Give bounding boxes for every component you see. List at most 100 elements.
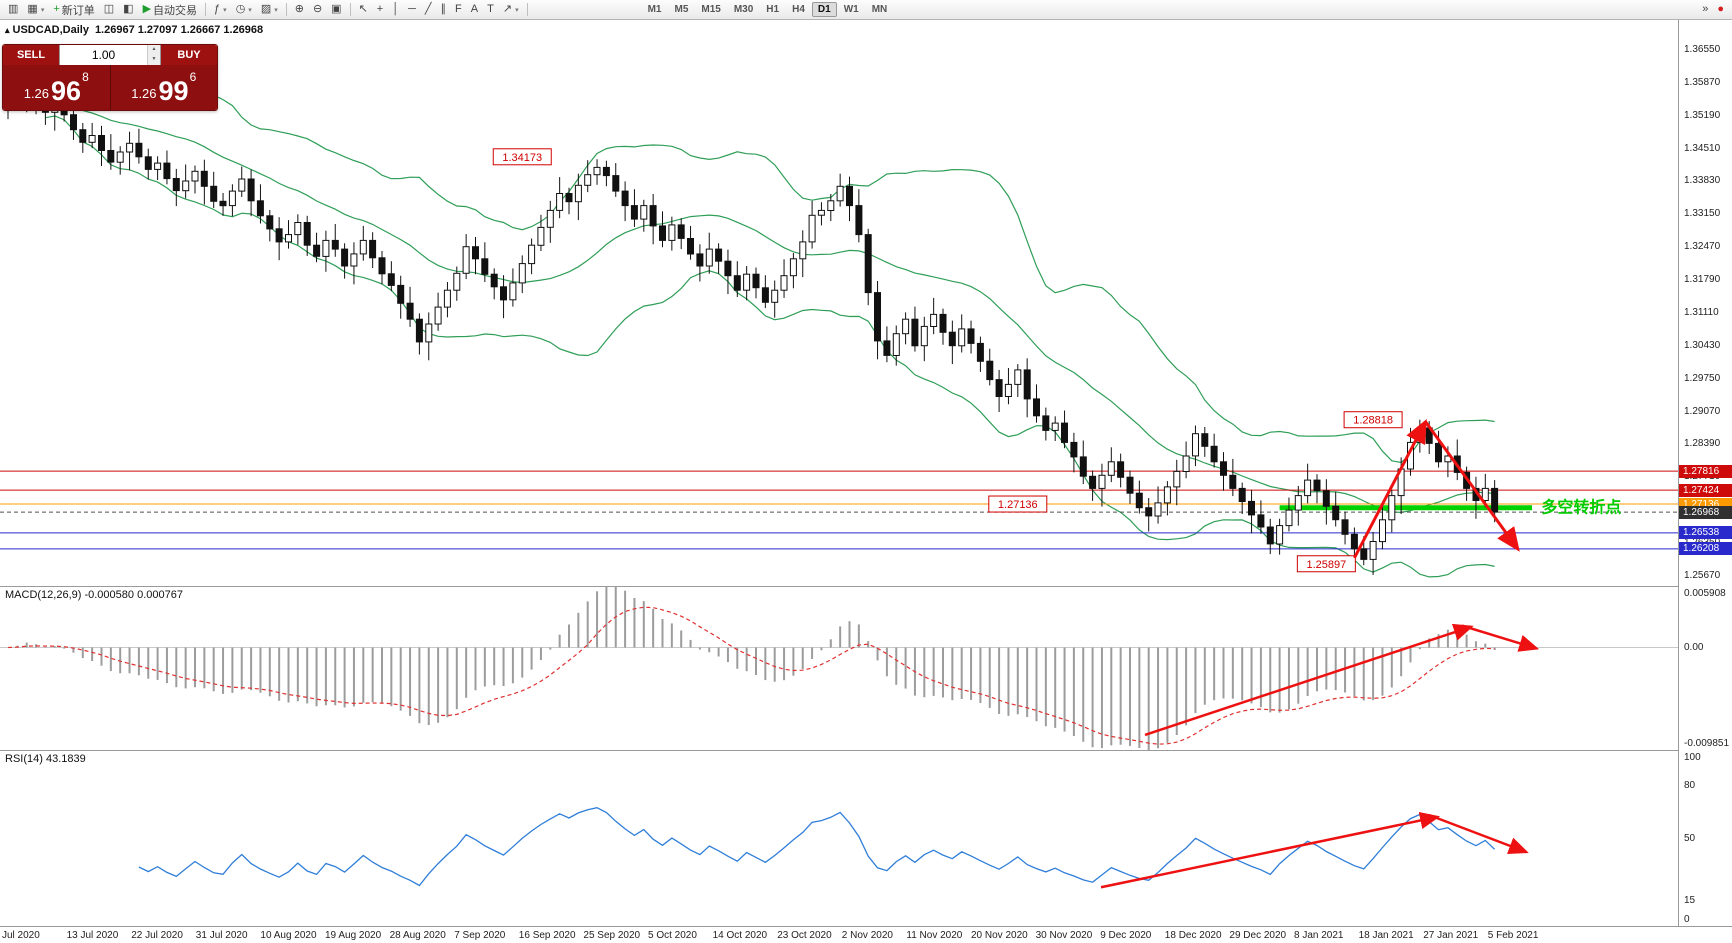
- periods-button[interactable]: ◷ ▾: [232, 0, 256, 19]
- macd-trend-arrow[interactable]: [1461, 624, 1540, 652]
- time-scale[interactable]: Jul 2020 13 Jul 2020 22 Jul 2020 31 Jul 202…: [0, 926, 1732, 943]
- timeframe-d1-button[interactable]: D1: [811, 2, 837, 17]
- volume-increase-button[interactable]: ▲: [148, 45, 160, 55]
- trend-arrow[interactable]: [1353, 419, 1427, 559]
- chart-symbol-header: ▴ USDCAD,Daily 1.26967 1.27097 1.26667 1.2…: [5, 24, 263, 36]
- sell-button[interactable]: SELL: [3, 45, 59, 65]
- new-order-button-label: 新订单: [61, 4, 95, 17]
- price-scale-label: 1.31790: [1684, 274, 1721, 286]
- timeframe-m5-button[interactable]: M5: [674, 4, 689, 15]
- crosshair-button[interactable]: +: [373, 0, 387, 19]
- volume-input[interactable]: [60, 45, 147, 65]
- sell-price-button[interactable]: 1.26 96 8: [3, 65, 111, 110]
- channel-button[interactable]: ∥: [437, 0, 451, 19]
- buy-price-prefix: 1.26: [131, 86, 157, 101]
- timeframe-h1-button[interactable]: H1: [766, 4, 780, 15]
- time-scale-label: 18 Dec 2020: [1164, 930, 1222, 941]
- rsi-indicator-label: RSI(14) 43.1839: [5, 753, 86, 765]
- time-scale-label: 19 Aug 2020: [325, 930, 382, 941]
- price-tag-1.27816: 1.27816: [1679, 464, 1732, 478]
- price-scale-label: 1.29750: [1684, 372, 1721, 384]
- profiles-button[interactable]: ▦ ▾: [23, 0, 48, 19]
- time-scale-label: 16 Sep 2020: [518, 930, 576, 941]
- svg-text:1.28818: 1.28818: [1353, 415, 1393, 427]
- price-annotation[interactable]: 1.27136: [988, 495, 1048, 513]
- time-scale-label: 11 Nov 2020: [906, 930, 963, 941]
- toolbar: ▥ ▦ ▾ + 新订单 ◫ ◧ ▶ 自动交易 ƒ ▾ ◷ ▾ ▨ ▾ ⊕ ⊖ ▣ ↖ + │ ─ ╱ ∥ F A T ↗ ▾ M1 M5 M1…: [0, 0, 1732, 20]
- new-order-button[interactable]: + 新订单: [49, 0, 98, 19]
- tile-windows-icon: ▣: [331, 3, 342, 15]
- navigator-button[interactable]: ◧: [119, 0, 137, 19]
- macd-trend-arrow[interactable]: [1144, 623, 1474, 737]
- autotrading-button[interactable]: ▶ 自动交易: [139, 0, 201, 19]
- rsi-trend-arrow[interactable]: [1100, 811, 1441, 889]
- time-scale-label: 2 Nov 2020: [841, 930, 893, 941]
- indicators-button[interactable]: ƒ ▾: [210, 0, 231, 19]
- timeframe-m15-button[interactable]: M15: [701, 4, 721, 15]
- rsi-trend-arrow[interactable]: [1428, 813, 1529, 855]
- vertical-line-button[interactable]: │: [388, 0, 403, 19]
- rsi-scale-label: 100: [1684, 752, 1701, 763]
- volume-field: ▲ ▼: [59, 45, 161, 65]
- indicators-icon: ƒ: [214, 3, 221, 15]
- price-annotation[interactable]: 1.28818: [1343, 411, 1403, 429]
- text-label-icon: T: [487, 3, 494, 15]
- svg-text:1.25897: 1.25897: [1306, 559, 1346, 571]
- timeframe-h4-button[interactable]: H4: [792, 4, 805, 15]
- buy-price-button[interactable]: 1.26 99 6: [110, 65, 217, 110]
- price-annotation[interactable]: 1.34173: [492, 148, 552, 166]
- cursor-button[interactable]: ↖: [355, 0, 372, 19]
- broker-status-icon[interactable]: ●: [1713, 0, 1728, 19]
- price-scale[interactable]: 1.36550 1.35870 1.35190 1.34510 1.33830 1.331…: [1678, 20, 1732, 926]
- profiles-icon: ▦: [27, 3, 38, 15]
- new-chart-button[interactable]: ▥: [4, 0, 22, 19]
- trendline-button[interactable]: ╱: [421, 0, 436, 19]
- time-scale-label: 31 Jul 2020: [195, 930, 248, 941]
- price-tag-1.26538: 1.26538: [1679, 526, 1732, 540]
- time-scale-label: 27 Jan 2021: [1423, 930, 1479, 941]
- scroll-to-end-button[interactable]: »: [1698, 0, 1712, 19]
- horizontal-line-button[interactable]: ─: [404, 0, 420, 19]
- chevron-down-icon: ▾: [223, 6, 227, 14]
- timeframe-m1-button[interactable]: M1: [647, 4, 662, 15]
- time-scale-label: 7 Sep 2020: [454, 930, 506, 941]
- autotrading-icon: ▶: [142, 3, 152, 15]
- text-button[interactable]: A: [467, 0, 482, 19]
- horizontal-line-icon: ─: [408, 3, 416, 15]
- price-scale-label: 1.30430: [1684, 339, 1721, 351]
- autotrading-button-label: 自动交易: [153, 4, 198, 17]
- candles: [4, 73, 1499, 575]
- volume-decrease-button[interactable]: ▼: [148, 55, 160, 65]
- buy-button[interactable]: BUY: [161, 45, 217, 65]
- chart-window-button[interactable]: ◫: [100, 0, 118, 19]
- trend-arrow[interactable]: [1424, 420, 1520, 552]
- sell-price-prefix: 1.26: [23, 86, 50, 101]
- zoom-in-icon: ⊕: [294, 3, 304, 15]
- text-label-button[interactable]: T: [483, 0, 498, 19]
- broker-status-icon-icon: ●: [1717, 3, 1724, 15]
- timeframe-w1-button[interactable]: W1: [843, 4, 859, 15]
- time-scale-label: 25 Sep 2020: [583, 930, 641, 941]
- price-annotation[interactable]: 1.25897: [1296, 555, 1356, 573]
- timeframes-group: M1 M5 M15 M30 H1 H4 D1 W1 MN: [642, 2, 894, 17]
- arrows-button[interactable]: ↗ ▾: [499, 0, 523, 19]
- templates-button[interactable]: ▨ ▾: [257, 0, 282, 19]
- chart-window-icon: ◫: [103, 3, 115, 15]
- time-scale-label: 30 Nov 2020: [1035, 930, 1093, 941]
- timeframe-mn-button[interactable]: MN: [871, 4, 888, 15]
- price-scale-label: 1.32470: [1684, 241, 1721, 253]
- trendline-icon: ╱: [424, 3, 432, 15]
- time-scale-label: 14 Oct 2020: [712, 930, 768, 941]
- timeframe-m30-button[interactable]: M30: [733, 4, 754, 15]
- zoom-out-button[interactable]: ⊖: [309, 0, 326, 19]
- fibonacci-button[interactable]: F: [451, 0, 466, 19]
- zoom-in-button[interactable]: ⊕: [291, 0, 308, 19]
- symbol-name: USDCAD,Daily: [12, 24, 89, 36]
- macd-scale-label: 0.00: [1684, 642, 1704, 654]
- tile-windows-button[interactable]: ▣: [327, 0, 345, 19]
- turning-point-label: 多空转折点: [1541, 498, 1621, 517]
- time-scale-label: 10 Aug 2020: [260, 930, 317, 941]
- price-scale-label: 1.36550: [1684, 44, 1721, 55]
